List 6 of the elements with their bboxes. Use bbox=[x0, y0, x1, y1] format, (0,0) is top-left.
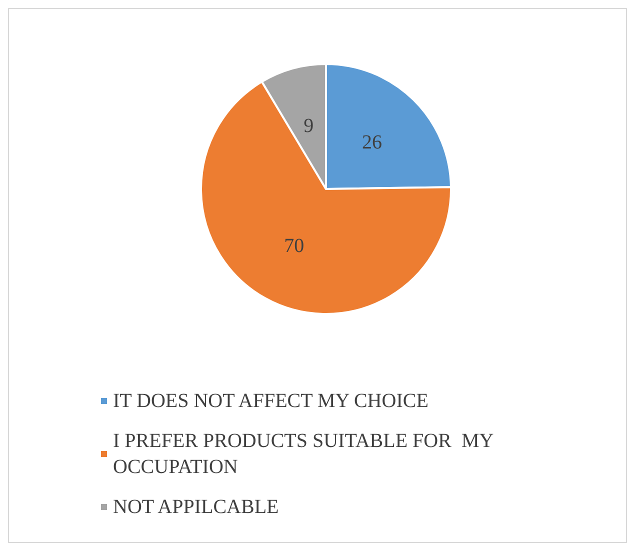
legend-label: I PREFER PRODUCTS SUITABLE FOR MY OCCUPATION bbox=[113, 430, 498, 478]
legend-label: IT DOES NOT AFFECT MY CHOICE bbox=[113, 390, 428, 412]
data-label: 26 bbox=[362, 131, 382, 154]
data-label: 70 bbox=[284, 235, 304, 258]
legend-label: NOT APPILCABLE bbox=[113, 496, 279, 518]
data-label: 9 bbox=[304, 114, 314, 137]
